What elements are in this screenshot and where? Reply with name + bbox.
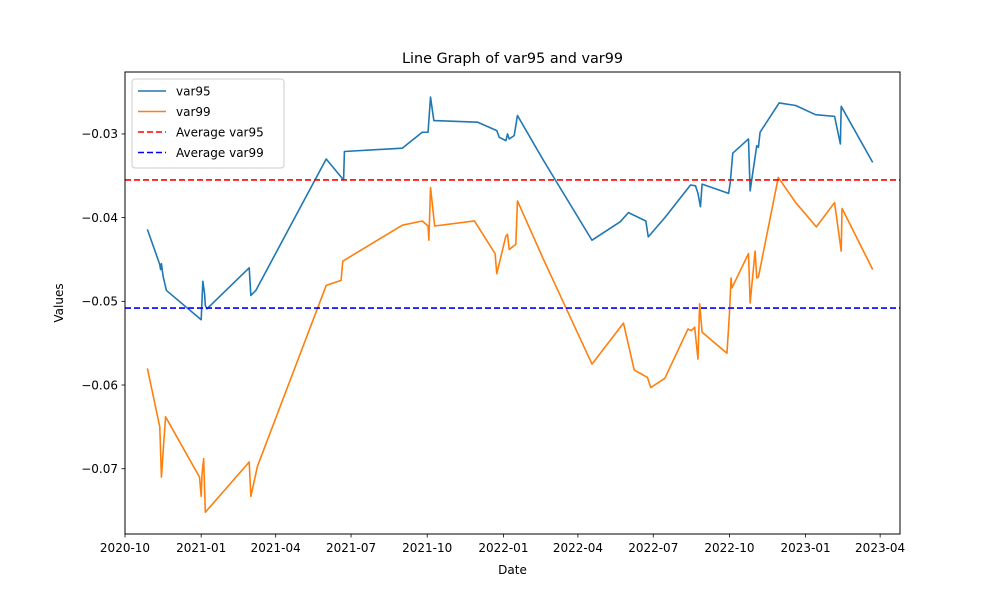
x-tick-label: 2023-04 (855, 541, 905, 555)
x-axis: 2020-10 2021-01 2021-04 2021-07 2021-10 2022-… (100, 534, 905, 555)
x-tick-label: 2021-04 (251, 541, 301, 555)
chart-title: Line Graph of var95 and var99 (402, 51, 623, 67)
axes-frame (124, 71, 901, 535)
var95-line (146, 96, 874, 321)
legend-label-var95: var95 (176, 84, 211, 98)
legend: var95 var99 Average var95 Average var99 (131, 78, 285, 169)
legend-label-var99: var99 (176, 105, 211, 119)
y-tick-label: −0.04 (81, 211, 118, 225)
legend-box (131, 78, 285, 169)
series-group (125, 96, 900, 514)
y-tick-label: −0.05 (81, 295, 118, 309)
x-tick-label: 2021-01 (176, 541, 226, 555)
x-tick-label: 2023-01 (781, 541, 831, 555)
y-tick-label: −0.06 (81, 378, 118, 392)
x-tick-label: 2022-10 (704, 541, 754, 555)
y-tick-label: −0.07 (81, 462, 118, 476)
var99-line (146, 176, 874, 514)
legend-label-average-var95: Average var95 (176, 125, 264, 139)
x-tick-label: 2022-04 (553, 541, 603, 555)
legend-label-average-var99: Average var99 (176, 146, 264, 160)
x-tick-label: 2021-07 (326, 541, 376, 555)
x-tick-label: 2020-10 (100, 541, 150, 555)
x-tick-label: 2021-10 (402, 541, 452, 555)
y-tick-label: −0.03 (81, 127, 118, 141)
x-tick-label: 2022-01 (478, 541, 528, 555)
plot-area (125, 96, 900, 514)
x-axis-label: Date (498, 563, 527, 577)
y-axis-label: Values (52, 283, 66, 322)
y-axis: −0.07 −0.06 −0.05 −0.04 −0.03 (81, 127, 125, 476)
x-tick-label: 2022-07 (628, 541, 678, 555)
